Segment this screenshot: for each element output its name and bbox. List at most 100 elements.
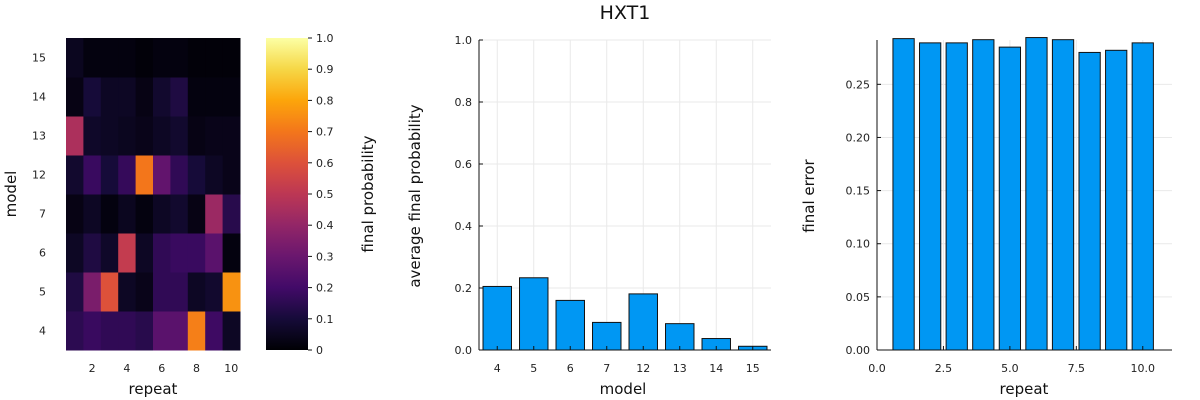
heatmap-cell: [100, 233, 119, 273]
colorbar-tick-label: 0.4: [316, 219, 334, 232]
avg-probability-x-tick: 6: [567, 362, 574, 375]
heatmap-cell: [118, 155, 137, 195]
heatmap-cell: [205, 116, 224, 156]
heatmap-cell: [153, 194, 171, 234]
heatmap-cell: [205, 311, 224, 351]
heatmap-cell: [118, 116, 137, 156]
final-error-x-tick: 10.0: [1131, 362, 1156, 375]
final-error-bar: [1078, 51, 1101, 351]
final-error-x-tick: 0.0: [868, 362, 886, 375]
heatmap-panel: 4 5 6 7 12 13 14 15 2 4 6 8 10 repeat model: [2, 38, 241, 398]
heatmap-y-tick: 13: [32, 130, 46, 143]
heatmap-cell: [135, 77, 154, 117]
heatmap-cell: [118, 194, 137, 234]
heatmap-cell: [135, 233, 154, 273]
avg-probability-x-tick: 14: [709, 362, 723, 375]
heatmap-cell: [170, 194, 189, 234]
avg-probability-y-tick: 0.6: [455, 158, 473, 171]
heatmap-y-tick: 5: [39, 286, 46, 299]
final-error-panel: 0.00 0.05 0.10 0.15 0.20 0.25 0.0 2.5 5.0 7.5 10.0…: [800, 37, 1172, 398]
final-error-bar: [1131, 42, 1154, 351]
heatmap-cell: [170, 155, 189, 195]
colorbar-tick-label: 1.0: [316, 32, 334, 45]
heatmap-cell: [222, 311, 241, 351]
heatmap-cell: [153, 155, 171, 195]
heatmap-x-tick: 6: [158, 362, 165, 375]
avg-probability-x-tick: 13: [673, 362, 687, 375]
heatmap-cell: [222, 272, 241, 312]
avg-probability-bar: [665, 323, 695, 351]
final-error-y-label: final error: [800, 158, 818, 232]
heatmap-cell: [66, 77, 84, 117]
colorbar-tick-label: 0.8: [316, 94, 334, 107]
heatmap-cell: [100, 272, 119, 312]
heatmap-cell: [187, 77, 206, 117]
heatmap-cell: [100, 38, 119, 78]
heatmap-cell: [83, 272, 102, 312]
final-error-y-tick: 0.20: [846, 131, 871, 144]
avg-probability-x-tick: 12: [636, 362, 650, 375]
heatmap-cell: [170, 116, 189, 156]
heatmap-x-label: repeat: [129, 380, 178, 398]
heatmap-cell: [118, 38, 137, 78]
final-error-bar: [945, 42, 968, 351]
final-error-bar: [1051, 39, 1075, 351]
heatmap-cell: [100, 116, 119, 156]
heatmap-cell: [187, 194, 206, 234]
figure-title: HXT1: [600, 2, 651, 24]
colorbar-ticks: 0 0.1 0.2 0.3 0.4 0.5 0.6 0.7 0.8 0.9 1.0: [308, 32, 334, 357]
heatmap-cells: [66, 38, 241, 351]
heatmap-y-tick: 14: [32, 91, 46, 104]
heatmap-cell: [153, 38, 171, 78]
heatmap-cell: [205, 272, 224, 312]
heatmap-cell: [135, 272, 154, 312]
heatmap-y-label: model: [2, 171, 20, 218]
heatmap-x-tick: 4: [123, 362, 130, 375]
colorbar-tick-label: 0.6: [316, 157, 334, 170]
heatmap-cell: [118, 311, 137, 351]
heatmap-cell: [135, 38, 154, 78]
heatmap-cell: [187, 155, 206, 195]
heatmap-cell: [66, 311, 84, 351]
avg-probability-x-tick: 4: [494, 362, 501, 375]
heatmap-cell: [100, 194, 119, 234]
heatmap-cell: [222, 194, 241, 234]
heatmap-cell: [66, 194, 84, 234]
heatmap-cell: [187, 272, 206, 312]
avg-probability-bars: [482, 277, 768, 351]
heatmap-cell: [222, 155, 241, 195]
heatmap-cell: [153, 77, 171, 117]
heatmap-cell: [153, 233, 171, 273]
colorbar-tick-label: 0: [316, 344, 323, 357]
heatmap-y-tick: 4: [39, 325, 46, 338]
avg-probability-y-tick: 0.0: [455, 344, 473, 357]
heatmap-cell: [187, 116, 206, 156]
heatmap-x-tick: 10: [224, 362, 238, 375]
heatmap-cell: [170, 233, 189, 273]
heatmap-cell: [170, 272, 189, 312]
colorbar: 0 0.1 0.2 0.3 0.4 0.5 0.6 0.7 0.8 0.9 1.0 final pr…: [266, 32, 377, 357]
final-error-y-tick: 0.00: [846, 344, 871, 357]
heatmap-cell: [205, 155, 224, 195]
final-error-x-tick: 5.0: [1001, 362, 1019, 375]
avg-probability-x-tick: 7: [603, 362, 610, 375]
heatmap-cell: [205, 77, 224, 117]
heatmap-cell: [83, 38, 102, 78]
avg-probability-x-label: model: [600, 380, 647, 398]
heatmap-cell: [66, 38, 84, 78]
colorbar-tick-label: 0.2: [316, 282, 334, 295]
avg-probability-bar: [555, 299, 585, 351]
heatmap-cell: [222, 77, 241, 117]
final-error-y-tick: 0.25: [846, 78, 871, 91]
final-error-bar: [972, 39, 995, 351]
avg-probability-y-tick: 0.4: [455, 220, 473, 233]
heatmap-cell: [66, 233, 84, 273]
colorbar-tick-label: 0.5: [316, 188, 334, 201]
heatmap-x-tick: 8: [193, 362, 200, 375]
heatmap-cell: [83, 233, 102, 273]
final-error-bar: [1105, 49, 1128, 351]
heatmap-cell: [153, 272, 171, 312]
final-error-x-tick: 2.5: [935, 362, 953, 375]
colorbar-tick-label: 0.7: [316, 126, 334, 139]
